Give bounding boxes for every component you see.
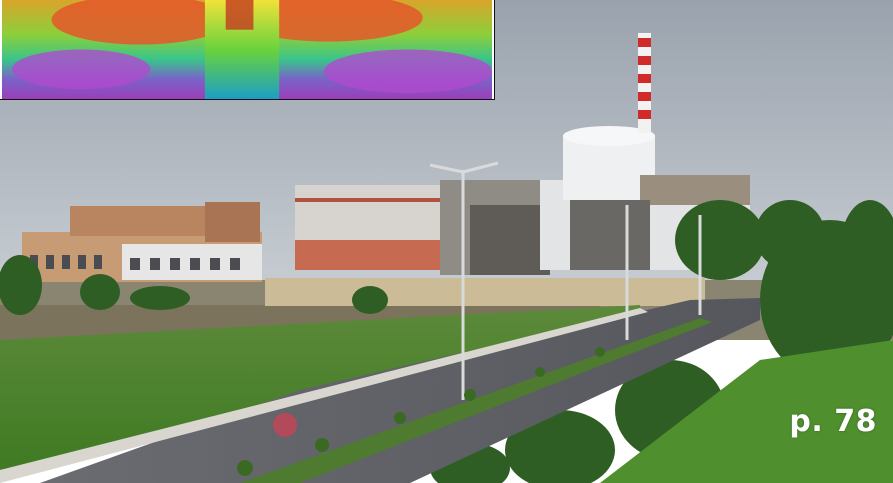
curb [0, 308, 648, 483]
road [40, 298, 760, 483]
chimney [638, 33, 651, 133]
thermal-hot-right [234, 0, 423, 42]
street-lamps [429, 161, 702, 400]
flowering-shrub [273, 413, 297, 437]
page-number-label: p. 78 [789, 404, 877, 439]
turbine-hall [295, 180, 550, 275]
thermal-warm-right [323, 49, 493, 94]
median-bushes [237, 347, 605, 476]
left-building [22, 202, 262, 282]
trees [0, 200, 893, 483]
perimeter-wall [265, 278, 705, 306]
thermal-image-inset [0, 0, 495, 100]
median [240, 318, 712, 483]
thermal-hot-left [51, 0, 230, 45]
right-lawn [600, 340, 893, 483]
thermal-warm-left [11, 49, 151, 90]
